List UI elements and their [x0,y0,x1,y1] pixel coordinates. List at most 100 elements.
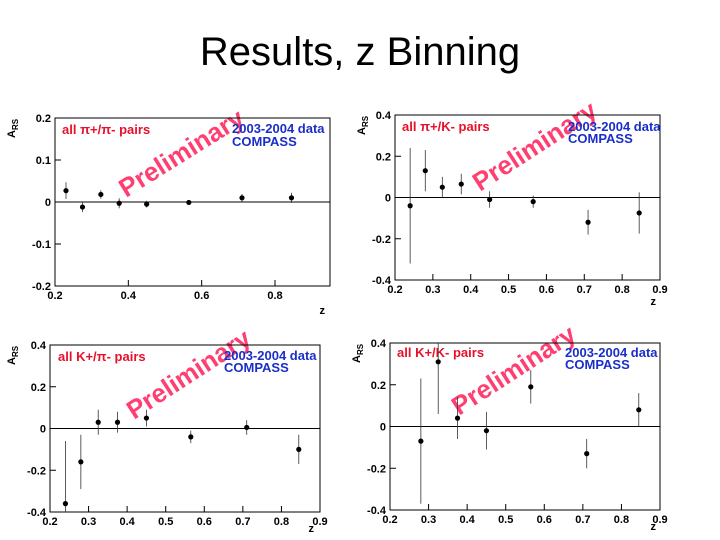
data-point [95,419,101,425]
x-tick-label: 0.8 [267,290,282,302]
data-point [186,199,192,206]
preliminary-watermark: Preliminary [113,102,249,203]
data-point [78,459,84,465]
y-axis-label: ARS [356,115,370,135]
y-tick-label: -0.2 [27,465,46,477]
y-tick-label: -0.4 [367,505,387,517]
experiment-label: COMPASS [224,360,289,375]
x-tick-label: 0.7 [575,514,590,526]
x-axis-label: z [309,523,315,535]
x-axis-label: z [651,296,657,308]
y-tick-label: -0.2 [372,234,391,246]
data-point [296,446,302,452]
data-point [584,451,590,457]
slide-title: Results, z Binning [199,30,521,74]
data-point [435,359,441,365]
y-axis-label-main: A [6,130,18,138]
x-tick-label: 0.5 [498,514,513,526]
data-point [144,201,150,207]
x-tick-label: 0.6 [194,290,209,302]
data-point [143,415,150,421]
y-tick-label: 0.2 [36,113,51,125]
data-point [79,204,86,210]
x-tick-label: 0.2 [387,284,402,296]
x-tick-label: 0.5 [501,284,516,296]
y-tick-label: 0 [40,424,46,436]
x-tick-label: 0.2 [382,514,397,526]
y-tick-label: 0.2 [371,380,386,392]
y-axis-label: ARS [6,118,20,138]
y-axis-label-sub: RS [11,118,20,130]
pairs-label: all π+/π- pairs [62,122,150,137]
y-tick-label: -0.2 [367,463,386,475]
y-tick-label: 0.2 [376,151,391,163]
data-point [487,196,493,203]
x-tick-label: 0.8 [274,516,289,528]
y-axis-label-main: A [351,355,363,363]
x-tick-label: 0.4 [459,514,475,526]
x-tick-label: 0.5 [158,516,173,528]
y-axis-label: ARS [6,345,20,365]
x-tick-label: 0.4 [121,290,137,302]
x-axis-label: z [320,305,326,317]
data-point [458,181,464,187]
y-tick-label: 0 [45,197,51,209]
x-tick-label: 0.3 [81,516,96,528]
data-point [418,438,424,444]
data-years-label: 2003-2004 data [224,348,317,363]
experiment-label: COMPASS [232,134,297,149]
data-point [528,384,534,390]
data-point [288,195,295,201]
pairs-label: all K+/π- pairs [58,349,146,364]
x-tick-label: 0.9 [312,516,327,528]
y-tick-label: -0.4 [372,275,392,287]
x-tick-label: 0.2 [47,290,62,302]
data-point [188,434,194,440]
y-axis-label-main: A [6,357,18,365]
y-axis-label-sub: RS [11,345,20,357]
data-point [62,501,69,507]
data-point [244,424,250,431]
y-tick-label: -0.4 [27,507,47,519]
y-tick-label: 0.4 [376,110,392,122]
data-point [636,407,642,413]
y-axis-label-sub: RS [361,115,370,127]
y-tick-label: 0 [380,422,386,434]
x-tick-label: 0.6 [537,514,552,526]
x-tick-label: 0.4 [463,284,479,296]
data-point [636,210,642,216]
data-years-label: 2003-2004 data [565,345,658,360]
y-tick-label: 0.1 [36,155,51,167]
pairs-label: all π+/K- pairs [402,119,490,134]
x-tick-label: 0.6 [539,284,554,296]
preliminary-watermark: Preliminary [446,318,582,421]
y-axis-label: ARS [351,343,365,363]
y-axis-label-main: A [356,127,368,135]
data-point [63,188,69,194]
x-tick-label: 0.8 [614,514,629,526]
y-tick-label: -0.1 [32,239,51,251]
x-tick-label: 0.3 [425,284,440,296]
data-point [483,428,490,434]
y-tick-label: 0.2 [31,382,46,394]
y-tick-label: -0.2 [32,281,51,293]
x-tick-label: 0.9 [652,514,667,526]
x-tick-label: 0.3 [421,514,436,526]
experiment-label: COMPASS [568,131,633,146]
data-point [114,419,121,425]
x-tick-label: 0.7 [577,284,592,296]
data-point [422,168,428,174]
x-tick-label: 0.8 [614,284,629,296]
data-years-label: 2003-2004 data [568,119,661,134]
y-tick-label: 0 [385,193,391,205]
y-tick-label: 0.4 [31,340,47,352]
data-point [439,184,445,190]
data-point [98,191,104,198]
data-point [239,195,245,201]
y-axis-label-sub: RS [356,343,365,355]
data-point [530,199,536,205]
